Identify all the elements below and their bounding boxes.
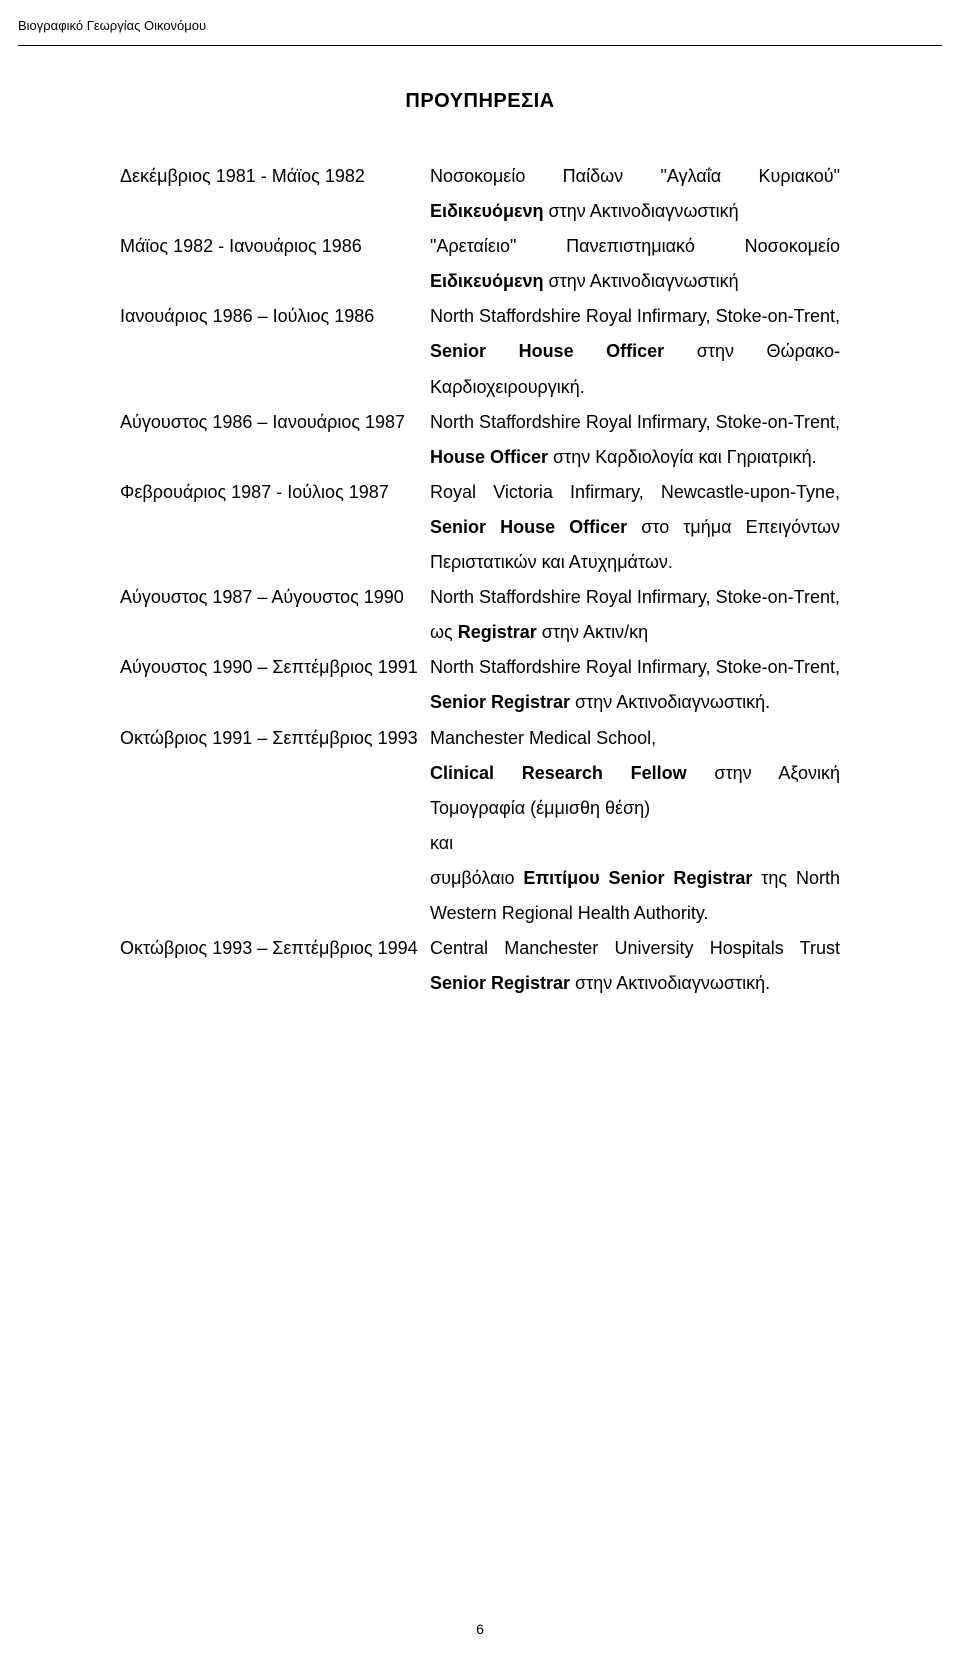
entry-description: Manchester Medical School,Clinical Resea… — [430, 721, 840, 932]
entry-description: North Staffordshire Royal Infirmary, Sto… — [430, 299, 840, 404]
entry-date: Οκτώβριος 1993 – Σεπτέμβριος 1994 — [120, 931, 430, 966]
entry-date: Μάϊος 1982 - Ιανουάριος 1986 — [120, 229, 430, 264]
entry-row: Αύγουστος 1986 – Ιανουάριος 1987North St… — [120, 405, 840, 475]
document-page: Βιογραφικό Γεωργίας Οικονόμου ΠΡΟΥΠΗΡΕΣΙ… — [0, 0, 960, 1661]
entries-container: Δεκέμβριος 1981 - Μάϊος 1982Νοσοκομείο Π… — [120, 159, 840, 1001]
entry-description: Νοσοκομείο Παίδων "Αγλαΐα Κυριακού" Ειδι… — [430, 159, 840, 229]
entry-date: Αύγουστος 1990 – Σεπτέμβριος 1991 — [120, 650, 430, 685]
entry-date: Φεβρουάριος 1987 - Ιούλιος 1987 — [120, 475, 430, 510]
entry-row: Οκτώβριος 1993 – Σεπτέμβριος 1994Central… — [120, 931, 840, 1001]
entry-row: Φεβρουάριος 1987 - Ιούλιος 1987Royal Vic… — [120, 475, 840, 580]
entry-description: Royal Victoria Infirmary, Newcastle-upon… — [430, 475, 840, 580]
entry-description: North Staffordshire Royal Infirmary, Sto… — [430, 580, 840, 650]
entry-date: Αύγουστος 1987 – Αύγουστος 1990 — [120, 580, 430, 615]
section-title: ΠΡΟΥΠΗΡΕΣΙΑ — [120, 90, 840, 113]
entry-description: "Αρεταίειο" Πανεπιστημιακό Νοσοκομείο Ει… — [430, 229, 840, 299]
entry-date: Ιανουάριος 1986 – Ιούλιος 1986 — [120, 299, 430, 334]
entry-description: North Staffordshire Royal Infirmary, Sto… — [430, 405, 840, 475]
running-header: Βιογραφικό Γεωργίας Οικονόμου — [18, 18, 206, 33]
entry-description: Central Manchester University Hospitals … — [430, 931, 840, 1001]
entry-date: Δεκέμβριος 1981 - Μάϊος 1982 — [120, 159, 430, 194]
entry-row: Ιανουάριος 1986 – Ιούλιος 1986North Staf… — [120, 299, 840, 404]
page-number: 6 — [0, 1621, 960, 1637]
entry-row: Μάϊος 1982 - Ιανουάριος 1986"Αρεταίειο" … — [120, 229, 840, 299]
header-rule — [18, 45, 942, 46]
entry-row: Αύγουστος 1987 – Αύγουστος 1990North Sta… — [120, 580, 840, 650]
entry-row: Οκτώβριος 1991 – Σεπτέμβριος 1993Manches… — [120, 721, 840, 932]
entry-description: North Staffordshire Royal Infirmary, Sto… — [430, 650, 840, 720]
entry-date: Οκτώβριος 1991 – Σεπτέμβριος 1993 — [120, 721, 430, 756]
entry-row: Δεκέμβριος 1981 - Μάϊος 1982Νοσοκομείο Π… — [120, 159, 840, 229]
entry-date: Αύγουστος 1986 – Ιανουάριος 1987 — [120, 405, 430, 440]
entry-row: Αύγουστος 1990 – Σεπτέμβριος 1991North S… — [120, 650, 840, 720]
